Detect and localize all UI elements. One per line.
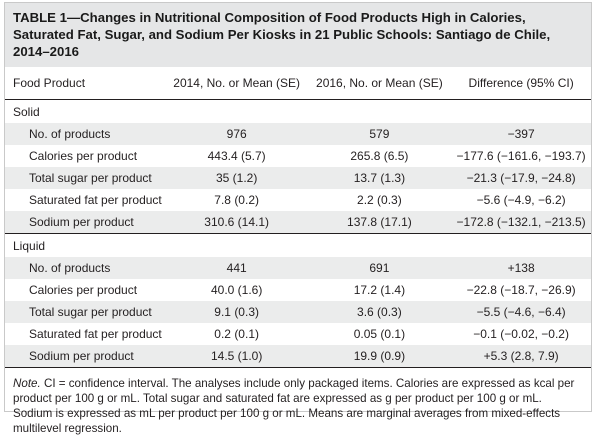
cell-difference: +5.3 (2.8, 7.9)	[451, 345, 591, 368]
cell-2016: 2.2 (0.3)	[357, 193, 402, 207]
table-row: Sodium per product 310.6 (14.1) 137.8 (1…	[5, 211, 591, 234]
row-label: Saturated fat per product	[29, 327, 162, 341]
data-table: Food Product 2014, No. or Mean (SE) 2016…	[5, 67, 591, 368]
table-row: Sodium per product 14.5 (1.0) 19.9 (0.9)…	[5, 345, 591, 368]
cell-2016: 19.9 (0.9)	[307, 345, 452, 368]
cell-2014: 441	[165, 257, 308, 279]
header-2014: 2014, No. or Mean (SE)	[165, 67, 308, 100]
cell-2014: 0.2 (0.1)	[214, 327, 259, 341]
table-row: Saturated fat per product 0.2 (0.1) 0.05…	[5, 323, 591, 345]
cell-2014: 14.5 (1.0)	[165, 345, 308, 368]
table-row: No. of products 976 579 −397	[5, 123, 591, 145]
cell-difference: −0.1 (−0.02, −0.2)	[473, 327, 569, 341]
cell-difference: −172.8 (−132.1, −213.5)	[451, 211, 591, 234]
cell-difference: −22.8 (−18.7, −26.9)	[466, 283, 576, 297]
cell-2016: 579	[307, 123, 452, 145]
table-note: Note. CI = confidence interval. The anal…	[5, 368, 591, 436]
table-row: No. of products 441 691 +138	[5, 257, 591, 279]
row-label: Sodium per product	[5, 345, 166, 368]
group-label: Liquid	[13, 239, 46, 253]
header-row: Food Product 2014, No. or Mean (SE) 2016…	[5, 67, 591, 100]
header-food-product: Food Product	[5, 67, 166, 100]
row-label: Sodium per product	[5, 211, 166, 234]
cell-2016: 3.6 (0.3)	[307, 301, 452, 323]
cell-difference: −397	[451, 123, 591, 145]
table-container: TABLE 1—Changes in Nutritional Compositi…	[4, 2, 592, 435]
cell-2016: 137.8 (17.1)	[307, 211, 452, 234]
table-row: Total sugar per product 35 (1.2) 13.7 (1…	[5, 167, 591, 189]
cell-2014: 35 (1.2)	[165, 167, 308, 189]
cell-2016: 0.05 (0.1)	[353, 327, 406, 341]
note-text: CI = confidence interval. The analyses i…	[13, 377, 575, 435]
note-lead: Note.	[13, 377, 41, 390]
group-row-solid: Solid	[5, 100, 591, 124]
table-title: TABLE 1—Changes in Nutritional Compositi…	[5, 3, 591, 67]
row-label: Total sugar per product	[5, 301, 166, 323]
row-label: No. of products	[5, 257, 166, 279]
cell-2014: 310.6 (14.1)	[165, 211, 308, 234]
row-label: Total sugar per product	[5, 167, 166, 189]
table-row: Total sugar per product 9.1 (0.3) 3.6 (0…	[5, 301, 591, 323]
table-row: Calories per product 40.0 (1.6) 17.2 (1.…	[5, 279, 591, 301]
group-row-liquid: Liquid	[5, 234, 591, 258]
cell-2016: 265.8 (6.5)	[350, 149, 409, 163]
table-row: Saturated fat per product 7.8 (0.2) 2.2 …	[5, 189, 591, 211]
row-label: Saturated fat per product	[29, 193, 162, 207]
cell-2014: 443.4 (5.7)	[207, 149, 266, 163]
cell-difference: −177.6 (−161.6, −193.7)	[456, 149, 586, 163]
cell-difference: −21.3 (−17.9, −24.8)	[451, 167, 591, 189]
row-label: Calories per product	[29, 283, 138, 297]
header-difference: Difference (95% CI)	[451, 67, 591, 100]
header-2016: 2016, No. or Mean (SE)	[307, 67, 452, 100]
cell-2016: 13.7 (1.3)	[307, 167, 452, 189]
cell-difference: −5.6 (−4.9, −6.2)	[476, 193, 566, 207]
table-row: Calories per product 443.4 (5.7) 265.8 (…	[5, 145, 591, 167]
cell-2016: 691	[307, 257, 452, 279]
cell-2014: 7.8 (0.2)	[214, 193, 259, 207]
cell-2014: 976	[165, 123, 308, 145]
cell-difference: +138	[451, 257, 591, 279]
table-body: Solid No. of products 976 579 −397 Calor…	[5, 100, 591, 368]
group-label: Solid	[13, 105, 40, 119]
cell-difference: −5.5 (−4.6, −6.4)	[451, 301, 591, 323]
row-label: Calories per product	[29, 149, 138, 163]
cell-2016: 17.2 (1.4)	[353, 283, 406, 297]
cell-2014: 9.1 (0.3)	[165, 301, 308, 323]
cell-2014: 40.0 (1.6)	[210, 283, 263, 297]
row-label: No. of products	[5, 123, 166, 145]
